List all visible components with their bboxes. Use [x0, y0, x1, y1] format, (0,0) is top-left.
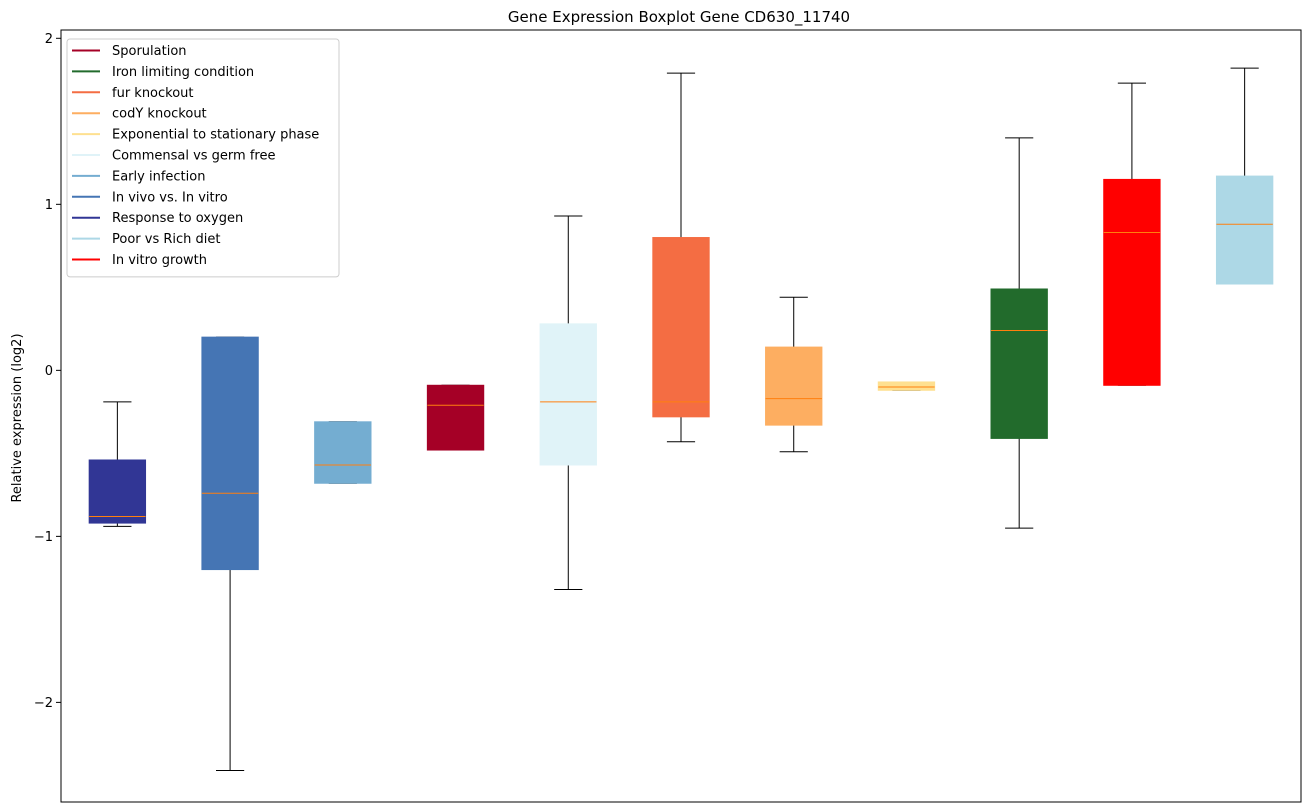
legend-entry: In vivo vs. In vitro: [72, 190, 228, 205]
legend-label: Exponential to stationary phase: [112, 128, 319, 143]
box-iqr: [877, 381, 936, 391]
legend-entry: Iron limiting condition: [72, 65, 254, 80]
box-iqr: [1215, 175, 1274, 285]
legend-entry: Response to oxygen: [72, 211, 243, 226]
legend-label: Iron limiting condition: [112, 65, 254, 80]
boxes-group: [88, 67, 1274, 771]
box-item: [877, 381, 936, 391]
box-item: [426, 384, 485, 451]
legend-label: fur knockout: [112, 86, 194, 101]
box-iqr: [201, 336, 259, 571]
y-tick-label: 0: [45, 364, 53, 379]
plot-area-frame: [60, 29, 1302, 803]
legend-label: Commensal vs germ free: [112, 149, 275, 164]
y-tick-label: 1: [45, 198, 53, 213]
box-item: [201, 336, 259, 771]
box-item: [1103, 82, 1161, 386]
box-iqr: [314, 421, 372, 484]
box-item: [314, 421, 372, 484]
legend-label: In vitro growth: [112, 253, 207, 268]
y-tick-label: −2: [34, 696, 53, 711]
legend-entry: Sporulation: [72, 44, 187, 59]
box-item: [990, 137, 1048, 529]
box-iqr: [990, 288, 1048, 439]
legend-entry: codY knockout: [72, 107, 207, 122]
legend: Sporulation Iron limiting condition fur kn…: [66, 38, 340, 278]
legend-entry: Early infection: [72, 169, 205, 184]
legend-entry: Poor vs Rich diet: [72, 232, 220, 247]
legend-frame: [66, 38, 340, 278]
legend-label: Sporulation: [112, 44, 187, 59]
legend-entry: Exponential to stationary phase: [72, 128, 319, 143]
legend-entry: Commensal vs germ free: [72, 149, 275, 164]
legend-label: Poor vs Rich diet: [112, 232, 220, 247]
y-axis: −2 −1 0 1 2: [34, 32, 61, 711]
box-item: [88, 401, 147, 527]
y-tick-label: −1: [34, 530, 53, 545]
box-iqr: [539, 323, 597, 466]
box-iqr: [765, 346, 823, 426]
chart-title: Gene Expression Boxplot Gene CD630_11740: [508, 8, 850, 27]
box-item: [765, 296, 823, 453]
legend-entry: In vitro growth: [72, 253, 207, 268]
legend-label: In vivo vs. In vitro: [112, 190, 228, 205]
legend-label: Early infection: [112, 169, 205, 184]
box-item: [652, 72, 710, 443]
box-iqr: [652, 237, 710, 418]
box-iqr: [1103, 178, 1161, 386]
box-item: [539, 215, 597, 590]
y-tick-label: 2: [45, 32, 53, 47]
legend-label: codY knockout: [112, 107, 207, 122]
y-axis-label: Relative expression (log2): [10, 333, 25, 502]
box-item: [1215, 67, 1274, 285]
legend-entry: fur knockout: [72, 86, 194, 101]
box-iqr: [426, 384, 485, 451]
legend-label: Response to oxygen: [112, 211, 243, 226]
box-iqr: [88, 459, 147, 524]
